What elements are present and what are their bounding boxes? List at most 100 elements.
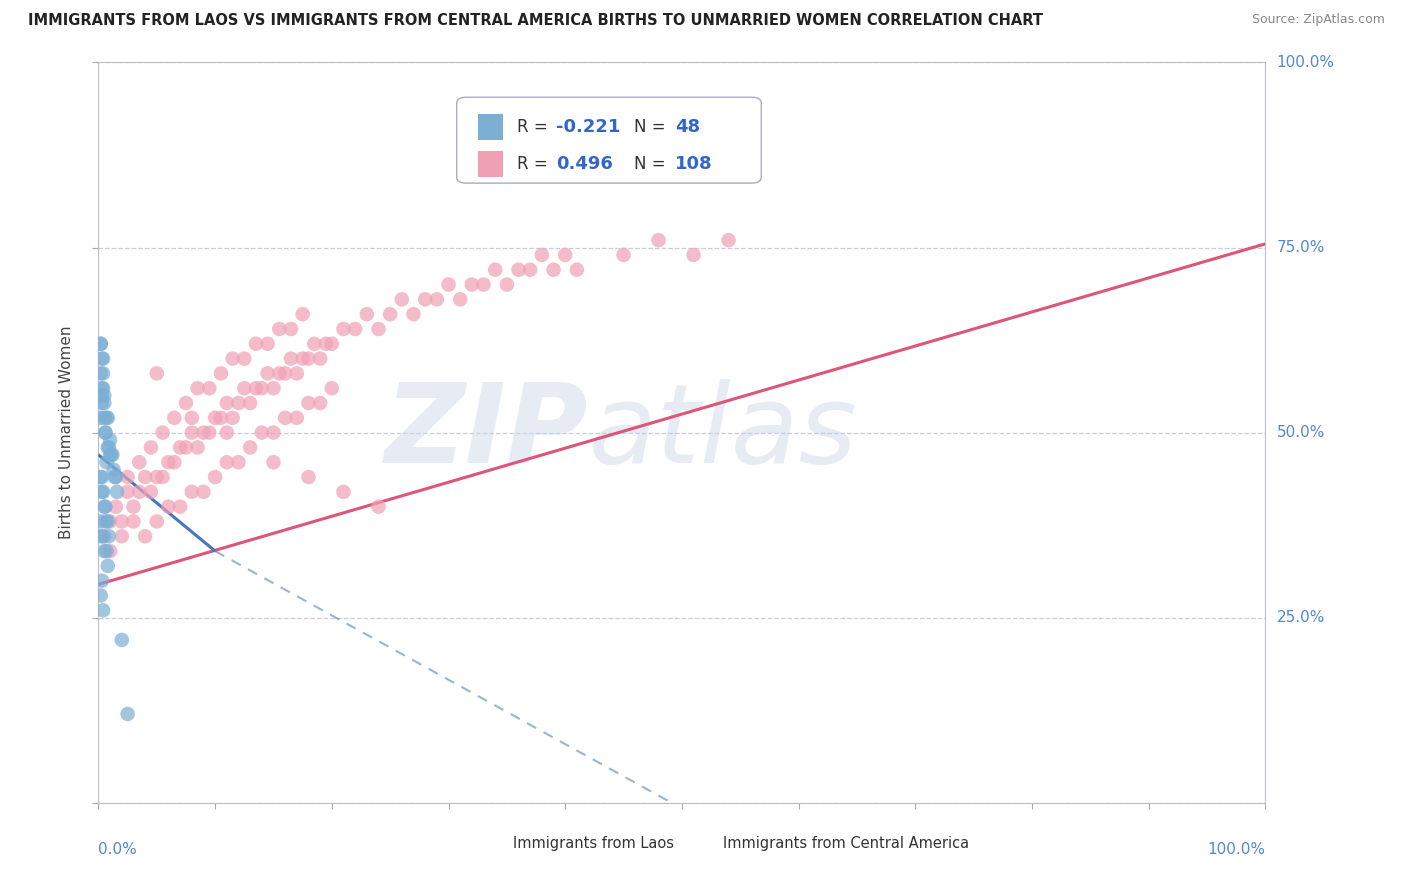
- Point: [157, 500, 180, 514]
- Point: [530, 248, 553, 262]
- Point: [122, 500, 145, 514]
- Point: [269, 322, 291, 336]
- Point: [100, 448, 122, 462]
- Point: [90, 470, 112, 484]
- Point: [101, 448, 124, 462]
- Point: [91, 367, 114, 381]
- Text: 0.496: 0.496: [555, 155, 613, 173]
- Point: [104, 470, 127, 484]
- Point: [93, 388, 115, 402]
- Point: [309, 396, 332, 410]
- Point: [90, 367, 112, 381]
- Point: [309, 351, 332, 366]
- Point: [508, 262, 530, 277]
- Point: [262, 455, 284, 469]
- Point: [250, 425, 273, 440]
- Point: [91, 603, 114, 617]
- Point: [93, 410, 115, 425]
- Point: [111, 515, 134, 529]
- Point: [163, 410, 186, 425]
- Point: [117, 470, 139, 484]
- Point: [97, 441, 120, 455]
- Point: [91, 484, 114, 499]
- Point: [221, 410, 243, 425]
- Text: R =: R =: [517, 155, 554, 173]
- Point: [93, 529, 115, 543]
- Point: [128, 455, 150, 469]
- Point: [519, 262, 541, 277]
- Point: [543, 262, 565, 277]
- Point: [484, 262, 506, 277]
- Point: [134, 470, 156, 484]
- Point: [315, 336, 337, 351]
- Point: [239, 441, 262, 455]
- Point: [215, 455, 238, 469]
- Text: 0.0%: 0.0%: [98, 842, 138, 856]
- Point: [157, 455, 180, 469]
- Point: [96, 455, 118, 469]
- Point: [96, 544, 118, 558]
- Point: [367, 322, 389, 336]
- Point: [297, 351, 319, 366]
- Point: [256, 336, 278, 351]
- Point: [90, 336, 112, 351]
- Point: [90, 470, 112, 484]
- Text: 48: 48: [675, 118, 700, 136]
- Point: [437, 277, 460, 292]
- Point: [274, 367, 297, 381]
- Point: [98, 448, 121, 462]
- Point: [274, 410, 297, 425]
- Text: Immigrants from Laos: Immigrants from Laos: [513, 836, 673, 851]
- Point: [367, 500, 389, 514]
- Text: IMMIGRANTS FROM LAOS VS IMMIGRANTS FROM CENTRAL AMERICA BIRTHS TO UNMARRIED WOME: IMMIGRANTS FROM LAOS VS IMMIGRANTS FROM …: [28, 13, 1043, 29]
- Text: Immigrants from Central America: Immigrants from Central America: [723, 836, 969, 851]
- Point: [193, 484, 215, 499]
- Point: [461, 277, 484, 292]
- Point: [152, 425, 174, 440]
- Point: [291, 351, 314, 366]
- Text: Source: ZipAtlas.com: Source: ZipAtlas.com: [1251, 13, 1385, 27]
- Point: [97, 410, 120, 425]
- Point: [245, 336, 267, 351]
- Point: [285, 410, 308, 425]
- Point: [380, 307, 402, 321]
- Point: [198, 425, 221, 440]
- Point: [139, 441, 162, 455]
- Point: [472, 277, 495, 292]
- Point: [104, 470, 127, 484]
- Text: R =: R =: [517, 118, 554, 136]
- Text: ZIP: ZIP: [385, 379, 589, 486]
- Point: [146, 470, 169, 484]
- Point: [90, 529, 112, 543]
- Point: [449, 293, 471, 307]
- Point: [245, 381, 267, 395]
- Point: [90, 381, 112, 395]
- Point: [180, 484, 202, 499]
- Point: [94, 515, 117, 529]
- Point: [104, 500, 127, 514]
- Point: [90, 396, 112, 410]
- Point: [356, 307, 378, 321]
- Point: [146, 515, 169, 529]
- Point: [262, 381, 284, 395]
- Point: [297, 470, 319, 484]
- Point: [280, 351, 302, 366]
- Text: -0.221: -0.221: [555, 118, 620, 136]
- Point: [215, 396, 238, 410]
- Point: [413, 293, 436, 307]
- Point: [152, 470, 174, 484]
- Point: [321, 381, 343, 395]
- Point: [90, 484, 112, 499]
- Point: [554, 248, 576, 262]
- FancyBboxPatch shape: [457, 97, 761, 183]
- Point: [93, 500, 115, 514]
- Point: [233, 381, 256, 395]
- Bar: [478, 113, 503, 140]
- Point: [134, 529, 156, 543]
- Point: [717, 233, 740, 247]
- Point: [187, 441, 209, 455]
- Point: [285, 367, 308, 381]
- Point: [90, 515, 112, 529]
- Point: [250, 381, 273, 395]
- Point: [344, 322, 367, 336]
